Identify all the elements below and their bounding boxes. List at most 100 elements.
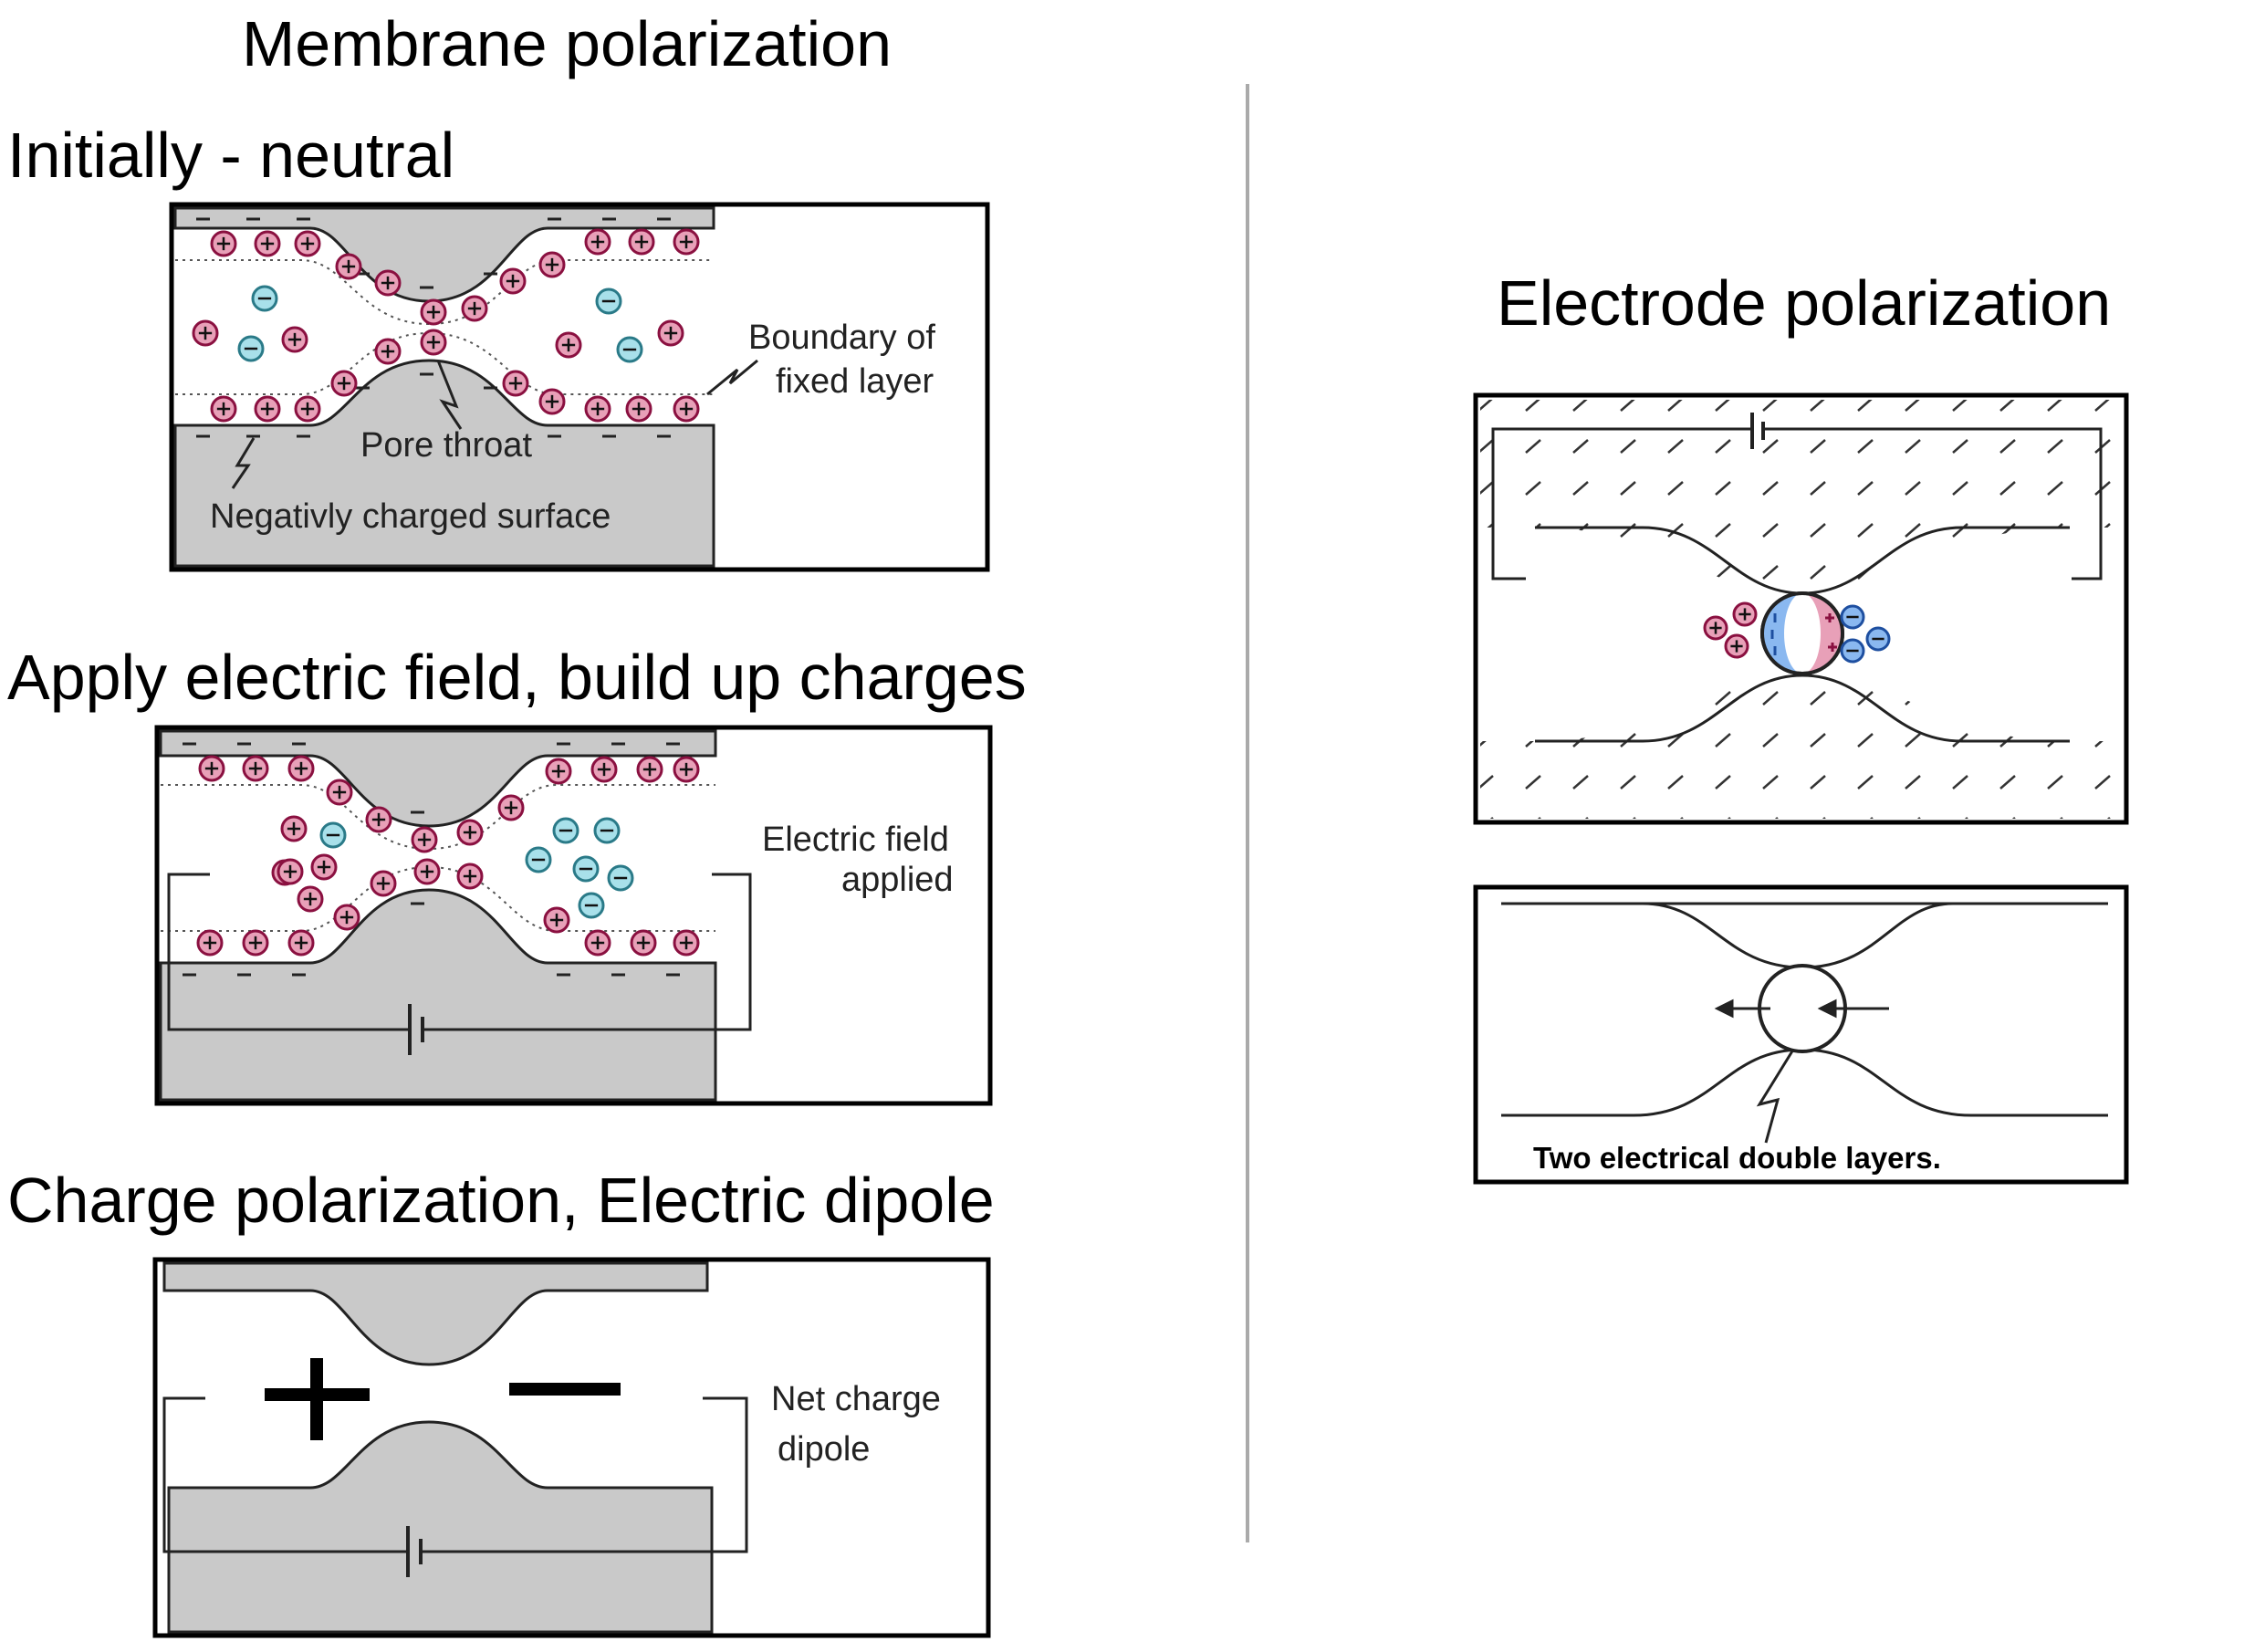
upper-grain [159,729,717,828]
pore-throat-pointer [436,360,463,430]
panel2-diagram: Electric field applied [154,725,993,1106]
cation-icon [630,929,657,957]
battery-icon [406,1526,423,1577]
cation-icon [461,295,488,322]
cation-icon [287,755,315,782]
double-layer-label: Two electrical double layers. [1533,1141,1941,1175]
cation-icon [584,929,611,957]
field-label-2: applied [841,861,954,899]
circuit-wire [162,1396,748,1553]
anion-icon [319,821,347,849]
boundary-label: Boundary of [748,319,935,357]
cation-icon [673,929,700,957]
membrane-title: Membrane polarization [242,8,893,79]
circuit-wire [1491,427,2103,580]
cation-icon [242,929,269,957]
cation-icon [374,338,402,365]
electrode-title: Electrode polarization [1497,267,2112,339]
cation-icon [242,755,269,782]
cation-icon [625,395,652,423]
cation-icon [1703,615,1728,641]
ions-layer [192,228,1891,957]
cation-icon [294,395,321,423]
lower-grain [173,359,715,568]
cation-icon [210,395,237,423]
cation-icon [1724,633,1749,659]
cation-icon [456,863,484,890]
boundary-label-2: fixed layer [776,362,934,401]
anion-icon [251,285,278,312]
anion-icon [593,817,621,844]
cation-icon [281,326,308,353]
cation-icon [413,858,441,885]
cation-icon [411,826,438,853]
cation-icon [673,228,700,256]
cation-icon [636,756,663,783]
cation-icon [456,819,484,846]
cation-icon [196,929,224,957]
panel3-diagram: Net charge dipole [152,1257,991,1638]
cation-icon [330,370,358,397]
anion-icon [595,288,622,315]
cation-icon [673,756,700,783]
cation-icon [333,904,360,931]
panel2-caption: Apply electric field, build up charges [7,642,1027,713]
cation-icon [497,794,525,821]
panel1-diagram: Boundary of fixed layer Pore throat Nega… [169,202,990,572]
upper-grain [162,1261,709,1366]
anion-icon [237,335,265,362]
panel1-caption: Initially - neutral [7,120,455,191]
anion-icon [525,846,552,873]
cation-icon [277,858,304,885]
upper-grain-hatched [1480,400,2122,593]
cation-icon [326,779,353,806]
anion-icon [578,892,605,919]
anion-icon [552,817,579,844]
panel4-diagram [1473,392,2129,825]
surface-pointer [231,437,256,489]
lower-grain-hatched [1480,675,2122,819]
battery-icon [1750,413,1765,449]
cation-icon [287,929,315,957]
polarized-particle [1760,591,1844,675]
cation-icon [538,251,566,278]
cation-icon [628,228,655,256]
cation-icon [1732,601,1758,627]
cation-icon [370,870,397,897]
anion-icon [572,855,600,883]
lower-grain [167,1420,714,1634]
cation-icon [543,906,570,934]
cation-icon [545,758,572,785]
anion-icon [1840,604,1865,630]
cation-icon [420,298,447,326]
panel5-diagram: Two electrical double layers. [1473,884,2129,1185]
cation-icon [420,329,447,356]
cation-icon [502,370,529,397]
anion-icon [1865,626,1891,652]
cation-icon [297,885,324,913]
plus-sign-icon [265,1358,370,1440]
cation-icon [374,269,402,297]
surface-negative-charges [183,742,680,977]
cation-icon [538,388,566,415]
dipole-arrows [1714,999,1889,1019]
cation-icon [584,395,611,423]
cation-icon [657,319,684,347]
circuit-wire [167,873,752,1031]
cation-icon [254,395,281,423]
cation-icon [584,228,611,256]
anion-icon [1840,638,1865,664]
net-charge-label: Net charge [771,1380,941,1418]
field-label: Electric field [762,821,949,859]
cation-icon [280,815,308,842]
surface-label: Negativly charged surface [210,497,611,536]
cation-icon [294,230,321,257]
pore-throat-label: Pore throat [360,426,532,465]
cation-icon [499,267,527,295]
battery-icon [408,1004,424,1055]
anion-icon [607,864,634,892]
panel3-caption: Charge polarization, Electric dipole [7,1165,995,1236]
cation-icon [198,755,225,782]
cation-icon [192,319,219,347]
cation-icon [335,253,362,280]
